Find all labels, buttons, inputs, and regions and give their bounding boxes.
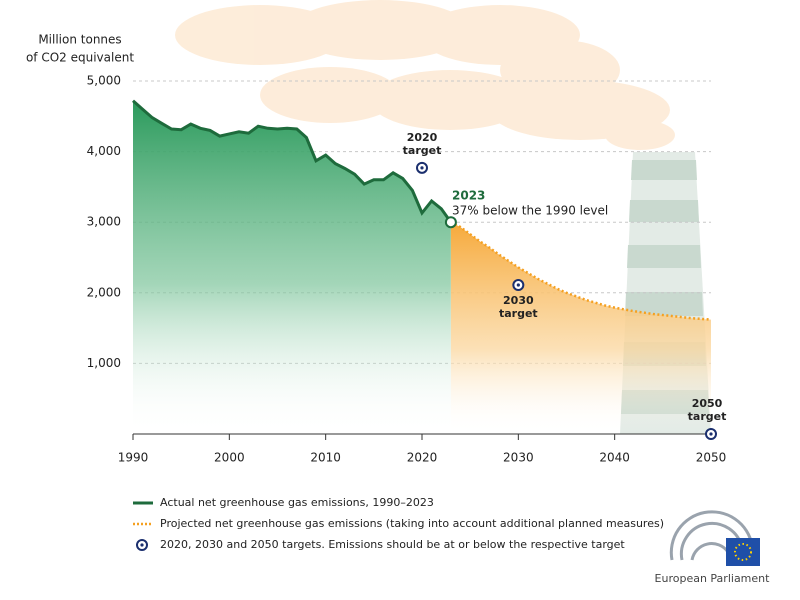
y-tick-label: 2,000	[87, 285, 121, 299]
plot: 1,000 2,000 3,000 4,000 5,000 1990 2000 2010 202…	[87, 74, 727, 465]
x-tick-label: 2030	[503, 451, 534, 465]
line	[132, 99, 453, 224]
y-tick-label: 3,000	[87, 215, 121, 229]
target-point-dot	[709, 432, 713, 436]
logo-text: European Parliament	[655, 572, 771, 585]
legend-label: Projected net greenhouse gas emissions (…	[160, 517, 664, 530]
legend-label: 2020, 2030 and 2050 targets. Emissions s…	[160, 538, 625, 551]
area	[450, 222, 711, 434]
y-tick-label: 5,000	[87, 74, 121, 88]
line	[450, 221, 712, 321]
annotation-title: 2023	[452, 189, 485, 203]
target-point-dot	[516, 283, 520, 287]
target-label: 2020	[407, 131, 438, 144]
y-axis-label: of CO2 equivalent	[26, 51, 134, 65]
legend-swatch	[140, 543, 144, 547]
y-tick-label: 4,000	[87, 144, 121, 158]
x-tick-label: 2000	[214, 451, 245, 465]
legend-label: Actual net greenhouse gas emissions, 199…	[160, 496, 434, 509]
y-tick-label: 1,000	[87, 356, 121, 370]
x-tick-label: 1990	[118, 451, 149, 465]
target-point-dot	[420, 166, 424, 170]
y-axis-label: Million tonnes	[38, 33, 121, 47]
annotation-text: 37% below the 1990 level	[452, 204, 608, 218]
x-tick-label: 2040	[599, 451, 630, 465]
target-label: target	[688, 410, 727, 423]
target-label: target	[403, 144, 442, 157]
target-label: 2030	[503, 294, 534, 307]
x-tick-label: 2010	[310, 451, 341, 465]
x-tick-label: 2020	[407, 451, 438, 465]
area	[133, 100, 451, 435]
logo: European Parliament	[655, 510, 771, 585]
annotation-point	[444, 216, 457, 229]
target-label: target	[499, 307, 538, 320]
x-tick-label: 2050	[696, 451, 727, 465]
target-label: 2050	[692, 397, 723, 410]
smoke-cloud	[175, 0, 675, 150]
